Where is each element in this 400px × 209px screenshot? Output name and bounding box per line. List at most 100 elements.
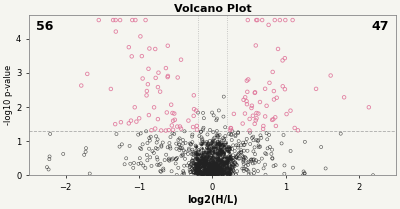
Point: [208, 162, 214, 166]
Point: [201, 164, 207, 168]
Point: [215, 159, 222, 162]
Point: [200, 162, 206, 166]
Point: [197, 174, 204, 177]
Point: [193, 169, 199, 173]
Point: [220, 169, 226, 173]
Point: [266, 133, 272, 136]
Point: [207, 166, 214, 169]
Point: [207, 167, 213, 171]
Point: [217, 162, 223, 165]
Point: [160, 169, 167, 172]
Point: [204, 158, 211, 161]
Point: [210, 170, 217, 173]
Point: [202, 163, 208, 166]
Point: [220, 160, 226, 163]
Point: [260, 124, 266, 128]
Point: [210, 171, 216, 175]
Point: [218, 159, 224, 162]
Point: [213, 168, 219, 172]
Point: [126, 144, 133, 148]
Point: [215, 143, 221, 146]
Point: [201, 155, 207, 158]
Point: [208, 166, 215, 169]
Point: [210, 169, 216, 172]
Point: [250, 168, 257, 171]
Point: [255, 112, 262, 115]
Point: [197, 161, 203, 164]
Point: [204, 146, 210, 149]
Point: [152, 47, 158, 51]
Point: [147, 156, 153, 159]
Point: [216, 152, 222, 155]
Point: [202, 169, 209, 173]
Point: [228, 160, 235, 163]
Point: [210, 173, 216, 176]
Point: [188, 168, 194, 171]
Point: [213, 162, 219, 165]
Point: [226, 171, 233, 175]
Point: [188, 170, 194, 174]
Point: [210, 173, 217, 176]
Point: [201, 117, 207, 120]
Point: [192, 144, 199, 147]
Point: [225, 157, 232, 161]
Point: [47, 132, 53, 136]
Point: [240, 143, 247, 147]
Point: [187, 170, 193, 174]
Point: [215, 168, 221, 171]
Point: [216, 140, 223, 143]
Point: [196, 164, 202, 167]
Point: [208, 160, 214, 163]
Point: [204, 171, 210, 174]
Point: [214, 152, 221, 155]
Point: [200, 171, 206, 175]
X-axis label: log2(H/L): log2(H/L): [187, 195, 238, 205]
Point: [210, 158, 216, 162]
Point: [209, 154, 215, 158]
Point: [209, 170, 215, 173]
Point: [198, 151, 205, 155]
Point: [173, 142, 180, 145]
Point: [226, 174, 232, 177]
Point: [209, 140, 216, 143]
Point: [222, 162, 228, 165]
Point: [205, 155, 211, 159]
Point: [202, 171, 208, 174]
Point: [208, 171, 214, 175]
Point: [198, 165, 204, 168]
Point: [212, 173, 218, 177]
Point: [196, 170, 202, 173]
Point: [189, 164, 195, 167]
Point: [224, 159, 230, 163]
Point: [220, 145, 226, 148]
Point: [196, 173, 202, 176]
Point: [210, 173, 216, 176]
Point: [222, 146, 228, 149]
Point: [193, 171, 200, 174]
Point: [206, 151, 212, 154]
Point: [195, 168, 202, 172]
Point: [216, 166, 222, 169]
Point: [155, 85, 161, 89]
Point: [295, 129, 301, 132]
Point: [248, 173, 254, 176]
Point: [215, 171, 221, 175]
Point: [228, 133, 234, 137]
Point: [214, 129, 220, 133]
Point: [209, 171, 216, 174]
Point: [228, 169, 234, 173]
Point: [210, 167, 216, 171]
Point: [214, 153, 220, 156]
Point: [199, 160, 206, 164]
Point: [233, 173, 239, 177]
Point: [217, 171, 223, 175]
Point: [209, 166, 216, 169]
Point: [222, 165, 228, 168]
Point: [206, 167, 213, 170]
Point: [227, 164, 233, 167]
Point: [208, 169, 214, 173]
Point: [203, 161, 210, 165]
Point: [282, 18, 288, 22]
Point: [203, 161, 209, 165]
Point: [209, 171, 216, 174]
